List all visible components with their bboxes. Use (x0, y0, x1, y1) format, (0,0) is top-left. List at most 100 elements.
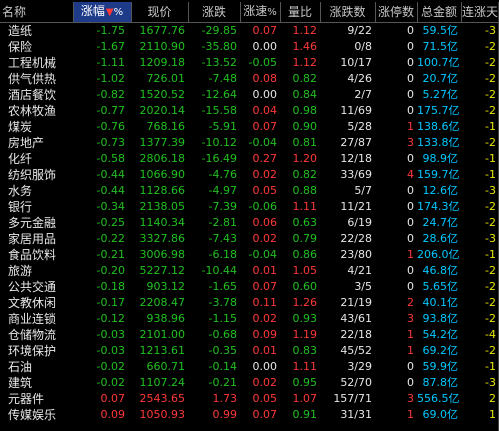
table-row[interactable]: 多元金融 -0.25 1140.34 -2.81 0.06 0.63 6/19 0 24.7亿 -… (0, 215, 499, 231)
limit-up-cell: 1 (407, 344, 415, 357)
streak-cell: -2 (485, 88, 497, 101)
col-header-limit-up[interactable]: 涨停数 (375, 2, 418, 23)
vol-ratio-cell: 0.98 (292, 104, 318, 117)
up-count-cell: 22/18 (340, 328, 373, 341)
table-row[interactable]: 煤炭 -0.76 768.16 -5.91 0.07 0.90 5/28 1 138.6亿 -1 (0, 119, 499, 135)
change-cell: -1.15 (208, 312, 238, 325)
limit-up-cell: 0 (407, 264, 415, 277)
table-row[interactable]: 商业连锁 -0.12 938.96 -1.15 0.02 0.93 43/61 3 93.8亿 -… (0, 311, 499, 327)
price-cell: 3006.98 (139, 248, 186, 261)
row-index (0, 359, 7, 375)
streak-cell: -1 (485, 360, 497, 373)
up-count-cell: 3/5 (354, 280, 373, 293)
row-index (0, 247, 7, 263)
speed-cell: 0.02 (252, 168, 278, 181)
vol-ratio-cell: 1.12 (292, 56, 318, 69)
table-row[interactable]: 保险 -1.67 2110.90 -35.80 0.00 1.46 0/8 0 71.5亿 -2 (0, 39, 499, 55)
speed-cell: 0.05 (252, 392, 278, 405)
table-row[interactable]: 纺织服饰 -0.44 1066.90 -4.76 0.02 0.82 33/69 4 159.7… (0, 167, 499, 183)
col-header-change[interactable]: 涨跌 (188, 2, 241, 23)
vol-ratio-cell: 0.79 (292, 232, 318, 245)
table-row[interactable]: 文教休闲 -0.17 2208.47 -3.78 0.11 1.26 21/19 2 40.1亿… (0, 295, 499, 311)
change-pct-cell: -0.02 (96, 360, 126, 373)
speed-cell: 0.07 (252, 120, 278, 133)
limit-up-cell: 0 (407, 200, 415, 213)
up-count-cell: 27/87 (340, 136, 373, 149)
sector-name: 酒店餐饮 (8, 88, 57, 102)
table-row[interactable]: 建筑 -0.02 1107.24 -0.21 0.02 0.95 52/70 0 87.8亿 -3 (0, 375, 499, 391)
sector-name: 造纸 (8, 24, 33, 38)
row-index (0, 87, 7, 103)
up-count-cell: 2/7 (354, 88, 373, 101)
limit-up-cell: 0 (407, 104, 415, 117)
table-row[interactable]: 供气供热 -1.02 726.01 -7.48 0.08 0.82 4/26 0 20.7亿 -2 (0, 71, 499, 87)
streak-cell: -2 (485, 280, 497, 293)
vol-ratio-cell: 0.82 (292, 72, 318, 85)
table-row[interactable]: 银行 -0.34 2138.05 -7.39 -0.06 1.11 11/21 0 174.3亿… (0, 199, 499, 215)
table-row[interactable]: 造纸 -1.75 1677.76 -29.85 0.07 1.12 9/22 0 59.5亿 -3 (0, 23, 499, 40)
vol-ratio-cell: 1.11 (292, 360, 318, 373)
col-header-vol-ratio[interactable]: 量比 (280, 2, 321, 23)
change-cell: -0.35 (208, 344, 238, 357)
sector-name: 煤炭 (8, 120, 33, 134)
col-header-streak[interactable]: 连涨天 (461, 2, 499, 23)
table-row[interactable]: 元器件 0.07 2543.65 1.73 0.05 1.07 157/71 3 556.5亿 2 (0, 391, 499, 407)
amount-cell: 12.6亿 (422, 184, 459, 197)
sector-name: 元器件 (8, 392, 45, 406)
price-cell: 1213.61 (139, 344, 186, 357)
streak-cell: -2 (485, 344, 497, 357)
speed-cell: 0.00 (252, 88, 278, 101)
table-row[interactable]: 传媒娱乐 0.09 1050.93 0.99 0.07 0.91 31/31 1 69.0亿 1 (0, 407, 499, 423)
col-header-change-pct[interactable]: 涨幅▼% (73, 2, 132, 23)
row-index (0, 119, 7, 135)
table-row[interactable]: 工程机械 -1.11 1209.18 -13.52 -0.05 1.12 10/17 0 100… (0, 55, 499, 71)
speed-cell: 0.00 (252, 40, 278, 53)
table-row[interactable]: 食品饮料 -0.21 3006.98 -6.18 -0.04 0.86 23/80 1 206.… (0, 247, 499, 263)
change-cell: -7.48 (208, 72, 238, 85)
table-row[interactable]: 旅游 -0.20 5227.12 -10.44 0.01 1.05 4/21 0 46.8亿 -2 (0, 263, 499, 279)
change-pct-cell: -0.20 (96, 264, 126, 277)
table-row[interactable]: 环境保护 -0.03 1213.61 -0.35 0.01 0.83 45/52 1 69.2亿… (0, 343, 499, 359)
change-pct-cell: -0.82 (96, 88, 126, 101)
sector-name: 工程机械 (8, 56, 57, 70)
col-header-amount[interactable]: 总金额 (417, 2, 462, 23)
table-row[interactable]: 仓储物流 -0.03 2101.00 -0.68 0.09 1.19 22/18 1 54.2亿… (0, 327, 499, 343)
up-count-cell: 45/52 (340, 344, 373, 357)
speed-cell: 0.08 (252, 72, 278, 85)
change-pct-cell: -0.77 (96, 104, 126, 117)
table-row[interactable]: 房地产 -0.73 1377.39 -10.12 -0.04 0.81 27/87 3 133.… (0, 135, 499, 151)
streak-cell: -2 (485, 104, 497, 117)
sector-name: 旅游 (8, 264, 33, 278)
up-count-cell: 5/7 (354, 184, 373, 197)
table-row[interactable]: 家居用品 -0.22 3327.86 -7.43 0.02 0.79 22/28 0 28.6亿… (0, 231, 499, 247)
sector-name: 化纤 (8, 152, 33, 166)
vol-ratio-cell: 1.46 (292, 40, 318, 53)
speed-cell: 0.01 (252, 344, 278, 357)
speed-cell: -0.04 (248, 136, 278, 149)
speed-cell: -0.04 (248, 248, 278, 261)
col-header-name[interactable]: 名称 (0, 2, 74, 23)
table-row[interactable]: 农林牧渔 -0.77 2020.14 -15.58 0.04 0.98 11/69 0 175.… (0, 103, 499, 119)
table-row[interactable]: 石油 -0.02 660.71 -0.14 0.00 1.11 3/29 0 59.9亿 -1 (0, 359, 499, 375)
table-row[interactable]: 化纤 -0.58 2806.18 -16.49 0.27 1.20 12/18 0 98.9亿 -… (0, 151, 499, 167)
streak-cell: -4 (485, 328, 497, 341)
limit-up-cell: 3 (407, 136, 415, 149)
table-row[interactable]: 水务 -0.44 1128.66 -4.97 0.05 0.88 5/7 0 12.6亿 -3 (0, 183, 499, 199)
streak-cell: -1 (485, 152, 497, 165)
col-header-up-count[interactable]: 涨跌数 (320, 2, 376, 23)
price-cell: 2138.05 (139, 200, 186, 213)
sector-name: 保险 (8, 40, 33, 54)
col-header-price[interactable]: 现价 (131, 2, 189, 23)
table-row[interactable]: 公共交通 -0.18 903.12 -1.65 0.07 0.60 3/5 0 5.65亿 -2 (0, 279, 499, 295)
limit-up-cell: 0 (407, 56, 415, 69)
change-pct-cell: 0.09 (100, 408, 126, 421)
sector-name: 水务 (8, 184, 33, 198)
limit-up-cell: 0 (407, 184, 415, 197)
amount-cell: 54.2亿 (422, 328, 459, 341)
streak-cell: -1 (485, 168, 497, 181)
table-row[interactable]: 酒店餐饮 -0.82 1520.52 -12.64 0.00 0.84 2/7 0 5.27亿 -… (0, 87, 499, 103)
sector-name: 房地产 (8, 136, 45, 150)
change-cell: -4.76 (208, 168, 238, 181)
limit-up-cell: 0 (407, 232, 415, 245)
col-header-speed[interactable]: 涨速% (240, 2, 281, 23)
